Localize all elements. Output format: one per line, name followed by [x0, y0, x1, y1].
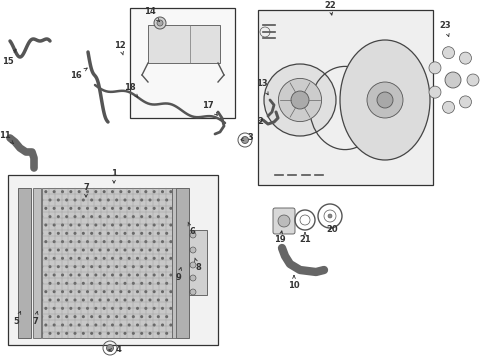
Text: 4: 4 [109, 346, 121, 355]
Circle shape [278, 215, 289, 227]
Circle shape [442, 47, 454, 59]
Text: 18: 18 [124, 84, 138, 98]
Circle shape [190, 275, 196, 281]
Text: 5: 5 [13, 311, 20, 327]
Circle shape [278, 78, 321, 122]
Ellipse shape [339, 40, 429, 160]
Text: 17: 17 [202, 100, 217, 115]
Circle shape [459, 52, 470, 64]
Circle shape [428, 62, 440, 74]
Bar [18, 188, 31, 338]
Circle shape [190, 247, 196, 253]
Text: 7: 7 [32, 311, 38, 327]
Text: 8: 8 [194, 258, 201, 273]
Bar [172, 188, 176, 338]
Text: 19: 19 [274, 231, 285, 244]
Circle shape [466, 74, 478, 86]
Circle shape [428, 86, 440, 98]
Circle shape [190, 262, 196, 268]
Text: 22: 22 [324, 1, 335, 15]
Circle shape [442, 101, 454, 113]
Circle shape [157, 20, 163, 26]
Bar [258, 10, 432, 185]
Circle shape [190, 232, 196, 238]
Circle shape [444, 72, 460, 88]
Circle shape [366, 82, 402, 118]
Text: 6: 6 [188, 222, 195, 237]
Bar [130, 8, 235, 118]
Circle shape [264, 64, 335, 136]
FancyBboxPatch shape [272, 208, 294, 234]
Circle shape [106, 345, 113, 351]
Text: 23: 23 [438, 22, 450, 36]
Text: 21: 21 [299, 233, 310, 244]
Circle shape [327, 214, 331, 218]
Circle shape [459, 96, 470, 108]
Text: 3: 3 [241, 134, 252, 143]
Text: 13: 13 [256, 80, 267, 95]
Text: 1: 1 [111, 170, 117, 183]
Circle shape [241, 136, 248, 144]
Text: 15: 15 [2, 49, 16, 67]
Text: 7: 7 [83, 184, 89, 197]
Text: 20: 20 [325, 225, 337, 234]
Bar [189, 230, 206, 295]
Bar [42, 188, 172, 338]
Text: 11: 11 [0, 131, 13, 144]
Text: 16: 16 [70, 68, 87, 81]
Circle shape [154, 17, 165, 29]
Circle shape [376, 92, 392, 108]
Text: 14: 14 [144, 8, 159, 22]
Circle shape [290, 91, 308, 109]
Bar [8, 175, 218, 345]
Text: 10: 10 [287, 275, 299, 291]
Circle shape [190, 289, 196, 295]
Bar [33, 188, 41, 338]
Text: 2: 2 [257, 117, 263, 126]
Bar [148, 25, 220, 63]
Text: 9: 9 [175, 267, 181, 283]
Bar [176, 188, 189, 338]
Text: 12: 12 [114, 40, 125, 55]
